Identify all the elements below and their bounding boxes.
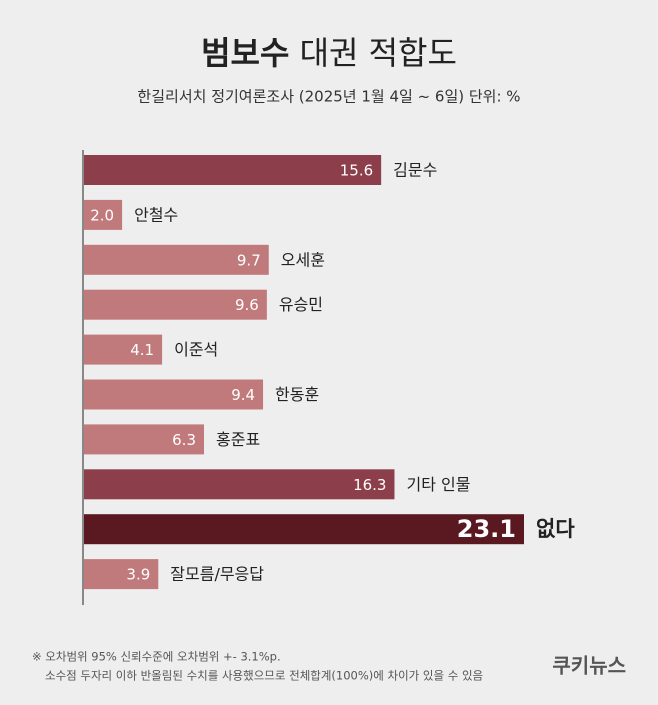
category-label: 김문수	[393, 161, 437, 180]
source-logo: 쿠키뉴스	[552, 654, 626, 678]
bar	[84, 199, 123, 230]
category-label: 유승민	[279, 295, 323, 314]
bar	[84, 379, 264, 410]
subtitle: 한길리서치 정기여론조사 (2025년 1월 4일 ~ 6일) 단위: %	[137, 88, 520, 106]
note: ※ 오차범위 95% 신뢰수준에 오차범위 +- 3.1%p.	[32, 650, 281, 664]
category-label: 잘모름/무응답	[170, 565, 264, 584]
value-label: 3.9	[126, 566, 150, 584]
bar	[84, 289, 267, 320]
value-label: 4.1	[130, 341, 154, 359]
bar	[84, 469, 395, 500]
value-label: 16.3	[353, 476, 386, 494]
bar	[84, 155, 382, 185]
chart-title: 범보수 대권 적합도	[201, 34, 457, 72]
value-label: 9.6	[235, 296, 259, 314]
category-label: 홍준표	[216, 430, 260, 449]
value-label: 9.7	[237, 251, 261, 269]
title-rest: 대권 적합도	[300, 34, 457, 72]
category-label: 안철수	[134, 205, 178, 224]
category-label: 없다	[536, 517, 575, 541]
bar	[84, 244, 269, 275]
note: 소수점 두자리 이하 반올림된 수치를 사용했으므로 전체합계(100%)에 차…	[45, 669, 483, 683]
bar	[84, 334, 163, 365]
value-label: 23.1	[457, 515, 516, 543]
value-label: 9.4	[231, 386, 255, 404]
bar	[84, 559, 159, 590]
category-label: 이준석	[174, 340, 218, 359]
value-label: 15.6	[340, 162, 373, 180]
bar	[84, 424, 204, 455]
value-label: 2.0	[90, 206, 114, 224]
value-label: 6.3	[172, 431, 196, 449]
category-label: 기타 인물	[406, 475, 470, 494]
category-label: 한동훈	[275, 385, 319, 404]
bar	[84, 514, 524, 545]
title-bold: 범보수	[201, 34, 289, 72]
category-label: 오세훈	[281, 250, 325, 269]
